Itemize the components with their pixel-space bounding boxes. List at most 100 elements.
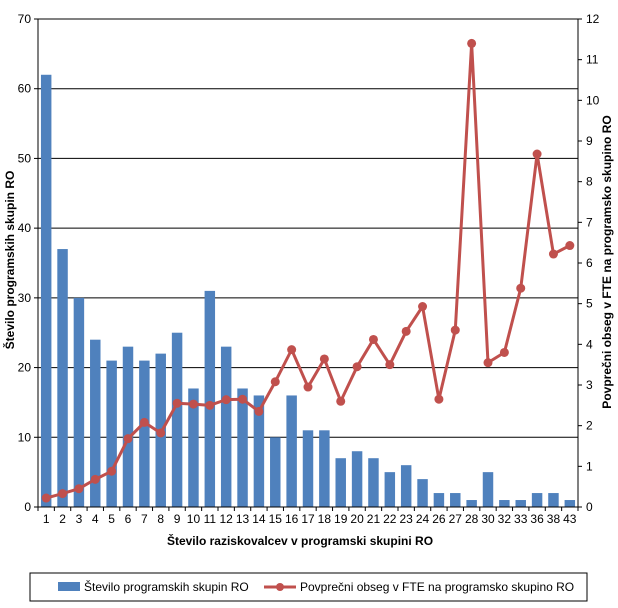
line-point — [319, 354, 329, 364]
y-tick-label: 50 — [18, 151, 32, 165]
bar — [531, 493, 543, 507]
x-tick-label: 4 — [92, 512, 99, 526]
x-tick-label: 1 — [43, 512, 50, 526]
y-tick-label: 40 — [18, 221, 32, 235]
line-point — [287, 345, 297, 355]
line-series — [41, 38, 575, 503]
x-tick-label: 14 — [252, 512, 266, 526]
x-tick-label: 5 — [108, 512, 115, 526]
x-tick-label: 21 — [367, 512, 381, 526]
line-point — [156, 428, 166, 438]
line-point — [139, 417, 149, 427]
bar — [73, 297, 85, 507]
bar — [515, 500, 526, 507]
bar — [482, 472, 494, 507]
x-tick-label: 16 — [285, 512, 299, 526]
bar — [270, 437, 281, 507]
bar — [57, 249, 68, 508]
bar — [253, 395, 265, 507]
bar — [40, 74, 52, 508]
bar — [466, 500, 477, 507]
line-point — [548, 249, 558, 259]
legend-line-label: Povprečni obseg v FTE na programsko skup… — [300, 580, 574, 594]
x-tick-label: 15 — [269, 512, 283, 526]
bar — [368, 458, 379, 507]
bar — [351, 451, 363, 507]
y2-tick-label: 4 — [586, 337, 593, 351]
bar — [204, 290, 216, 507]
bar — [90, 339, 101, 507]
x-tick-label: 6 — [125, 512, 132, 526]
line-point — [107, 466, 117, 476]
x-tick-label: 36 — [530, 512, 544, 526]
x-tick-label: 8 — [157, 512, 164, 526]
x-tick-label: 26 — [432, 512, 446, 526]
y2-tick-label: 5 — [586, 297, 593, 311]
bar — [499, 500, 510, 507]
bar — [188, 388, 199, 507]
bar — [106, 360, 117, 507]
bar-series — [40, 74, 576, 508]
y2-tick-label: 1 — [586, 459, 593, 473]
bar — [237, 388, 248, 507]
x-tick-label: 43 — [563, 512, 577, 526]
line-point — [254, 406, 264, 416]
y-tick-label: 10 — [18, 430, 32, 444]
y2-tick-label: 2 — [586, 419, 593, 433]
bar — [400, 465, 412, 507]
bar — [122, 346, 134, 507]
x-tick-label: 30 — [481, 512, 495, 526]
bar — [450, 493, 461, 507]
legend-line-marker — [276, 583, 284, 591]
line-point — [303, 382, 313, 392]
x-tick-label: 10 — [187, 512, 201, 526]
line-point — [188, 399, 198, 409]
gridlines — [38, 18, 578, 438]
line-point — [74, 484, 84, 494]
y2-tick-label: 3 — [586, 378, 593, 392]
bar — [384, 472, 396, 507]
line-point — [565, 241, 575, 251]
line-point — [434, 394, 444, 404]
x-tick-label: 11 — [204, 512, 217, 526]
line-point — [336, 396, 346, 406]
line-point — [123, 434, 133, 444]
line-point — [516, 283, 526, 293]
x-tick-label: 24 — [416, 512, 430, 526]
line-point — [450, 325, 460, 335]
y2-tick-label: 0 — [586, 500, 593, 514]
x-tick-label: 3 — [76, 512, 83, 526]
y-tick-label: 70 — [18, 12, 32, 26]
line-point — [205, 400, 215, 410]
legend-box — [29, 572, 588, 602]
line-point — [221, 395, 231, 405]
line-point — [238, 394, 248, 404]
y2-axis-title: Povprečni obseg v FTE na programsko skup… — [600, 115, 614, 408]
line-point — [483, 358, 493, 368]
line-point — [532, 149, 542, 159]
bar — [564, 500, 576, 507]
bar — [548, 493, 559, 507]
y-tick-label: 20 — [18, 361, 32, 375]
x-tick-label: 20 — [350, 512, 364, 526]
line-point — [352, 362, 362, 372]
line-point — [385, 360, 395, 370]
bar — [319, 430, 330, 507]
x-tick-label: 18 — [318, 512, 332, 526]
bar — [171, 332, 183, 507]
x-tick-label: 13 — [236, 512, 250, 526]
line-point — [90, 474, 100, 484]
y-axis-title: Število programskih skupin RO — [2, 171, 17, 350]
y2-tick-label: 10 — [586, 93, 600, 107]
bar — [417, 479, 428, 507]
x-tick-label: 23 — [400, 512, 414, 526]
bar — [286, 395, 297, 507]
y2-tick-label: 9 — [586, 134, 593, 148]
y-tick-label: 0 — [24, 500, 31, 514]
line-point — [499, 347, 509, 357]
x-tick-label: 17 — [301, 512, 315, 526]
y-axis-ticks: 0 10 20 30 40 50 60 70 — [18, 12, 38, 514]
x-tick-label: 32 — [498, 512, 512, 526]
y2-tick-label: 11 — [586, 53, 599, 67]
